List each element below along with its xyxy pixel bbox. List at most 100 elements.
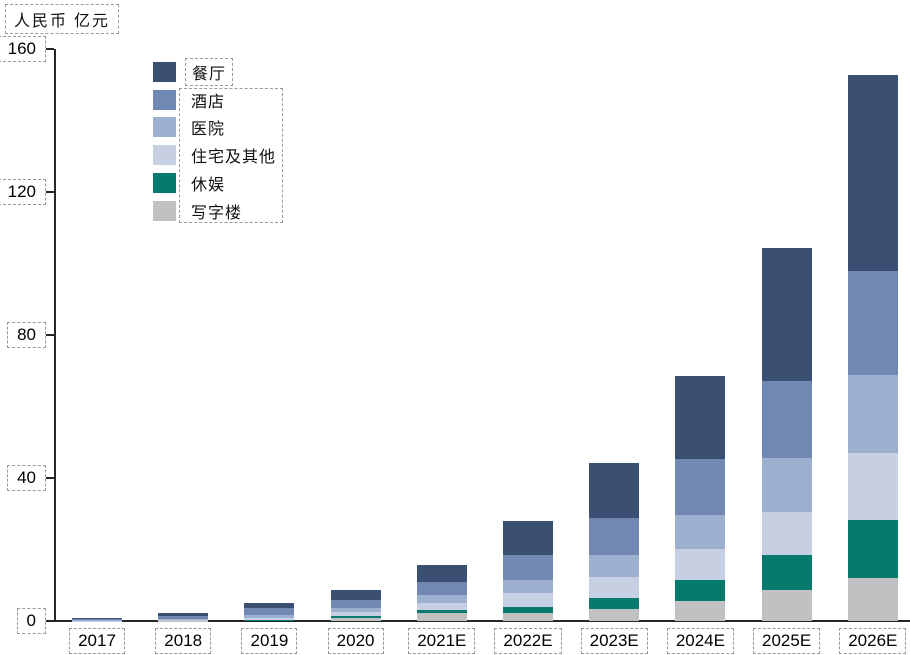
bar-2022E bbox=[503, 0, 553, 621]
bar-segment-住宅及其他 bbox=[503, 593, 553, 608]
bar-segment-医院 bbox=[416, 595, 467, 603]
legend-swatch bbox=[153, 172, 176, 193]
bar-2021E bbox=[416, 0, 467, 621]
bar-segment-休娱 bbox=[675, 580, 726, 601]
bar-segment-休娱 bbox=[589, 598, 640, 609]
legend-swatch bbox=[153, 117, 176, 138]
legend-label: 酒店 bbox=[191, 93, 226, 111]
x-axis-label-2026E: 2026E bbox=[839, 628, 907, 654]
y-axis-tick bbox=[46, 477, 54, 479]
bar-segment-酒店 bbox=[589, 518, 640, 556]
bar-2026E bbox=[847, 0, 898, 621]
bar-segment-写字楼 bbox=[330, 617, 381, 621]
bar-segment-医院 bbox=[761, 457, 812, 513]
bar-2024E bbox=[675, 0, 726, 621]
bar-segment-酒店 bbox=[416, 582, 467, 596]
bar-segment-写字楼 bbox=[589, 608, 640, 621]
legend-item-写字楼: 写字楼 bbox=[153, 200, 248, 222]
bar-segment-医院 bbox=[847, 375, 898, 453]
bar-2025E bbox=[761, 0, 812, 621]
bar-segment-餐厅 bbox=[244, 603, 295, 609]
bar-segment-住宅及其他 bbox=[158, 620, 209, 621]
x-axis-label-2021E: 2021E bbox=[408, 628, 476, 654]
bar-segment-休娱 bbox=[503, 607, 553, 614]
bar-segment-住宅及其他 bbox=[330, 612, 381, 616]
bar-segment-休娱 bbox=[847, 520, 898, 579]
bar-2017 bbox=[72, 0, 122, 622]
bar-segment-酒店 bbox=[244, 608, 295, 616]
y-axis-tick bbox=[46, 48, 54, 50]
legend-label: 餐厅 bbox=[185, 58, 234, 86]
x-axis-label-2023E: 2023E bbox=[580, 628, 648, 654]
bar-segment-写字楼 bbox=[675, 600, 726, 621]
bar-segment-住宅及其他 bbox=[416, 602, 467, 610]
legend-label: 医院 bbox=[191, 121, 226, 139]
bar-2023E bbox=[589, 0, 640, 621]
x-axis-label-2020: 2020 bbox=[327, 628, 384, 654]
y-axis-tick-label: 120 bbox=[0, 179, 46, 205]
bar-segment-餐厅 bbox=[158, 613, 209, 616]
bar-segment-餐厅 bbox=[503, 520, 553, 555]
bar-segment-酒店 bbox=[675, 459, 726, 515]
bar-segment-休娱 bbox=[416, 609, 467, 614]
bar-segment-餐厅 bbox=[330, 589, 381, 601]
legend-item-医院: 医院 bbox=[153, 116, 231, 138]
bar-segment-写字楼 bbox=[416, 613, 467, 621]
y-axis-tick bbox=[46, 620, 54, 622]
legend-swatch bbox=[153, 200, 176, 221]
bar-segment-住宅及其他 bbox=[761, 512, 812, 556]
legend-item-餐厅: 餐厅 bbox=[153, 58, 234, 86]
bar-2019 bbox=[244, 0, 295, 621]
bar-segment-写字楼 bbox=[761, 589, 812, 621]
x-axis-label-2024E: 2024E bbox=[666, 628, 734, 654]
legend-label: 休娱 bbox=[191, 176, 226, 194]
bar-segment-住宅及其他 bbox=[589, 577, 640, 599]
y-axis-tick bbox=[46, 191, 54, 193]
bar-segment-住宅及其他 bbox=[675, 548, 726, 581]
y-axis-tick-label: 160 bbox=[0, 36, 46, 62]
bar-segment-医院 bbox=[72, 620, 122, 621]
bar-segment-医院 bbox=[158, 619, 209, 621]
bar-segment-写字楼 bbox=[503, 613, 553, 621]
y-axis-tick-label: 80 bbox=[7, 322, 46, 348]
x-axis-label-2019: 2019 bbox=[241, 628, 298, 654]
legend-label: 写字楼 bbox=[191, 204, 243, 222]
bar-segment-酒店 bbox=[847, 270, 898, 376]
legend-item-酒店: 酒店 bbox=[153, 89, 231, 111]
bar-segment-住宅及其他 bbox=[72, 620, 122, 622]
bar-segment-餐厅 bbox=[72, 618, 122, 620]
legend-swatch bbox=[153, 62, 176, 82]
x-axis-label-2022E: 2022E bbox=[494, 628, 562, 654]
bar-segment-医院 bbox=[503, 579, 553, 594]
x-axis-label-2017: 2017 bbox=[69, 628, 125, 654]
bar-segment-医院 bbox=[675, 514, 726, 549]
bar-2018 bbox=[158, 0, 209, 622]
bar-segment-酒店 bbox=[330, 600, 381, 609]
bar-segment-医院 bbox=[244, 615, 295, 619]
bar-segment-餐厅 bbox=[589, 463, 640, 519]
bar-segment-医院 bbox=[589, 555, 640, 578]
y-axis-tick-label: 0 bbox=[16, 608, 46, 634]
bar-segment-住宅及其他 bbox=[847, 452, 898, 521]
x-axis-label-2025E: 2025E bbox=[753, 628, 821, 654]
bar-segment-休娱 bbox=[761, 555, 812, 590]
y-axis-line bbox=[54, 49, 56, 622]
bar-segment-餐厅 bbox=[416, 564, 467, 583]
legend-swatch bbox=[153, 145, 176, 166]
bar-segment-休娱 bbox=[330, 615, 381, 618]
bar-segment-酒店 bbox=[158, 615, 209, 620]
bar-2020 bbox=[330, 0, 381, 621]
legend-item-住宅及其他: 住宅及其他 bbox=[153, 144, 282, 166]
bar-segment-餐厅 bbox=[675, 375, 726, 460]
legend-item-休娱: 休娱 bbox=[153, 172, 231, 194]
legend-swatch bbox=[153, 89, 176, 110]
legend-label: 住宅及其他 bbox=[191, 149, 277, 167]
bar-segment-酒店 bbox=[72, 619, 122, 621]
bar-segment-医院 bbox=[330, 608, 381, 613]
bar-segment-休娱 bbox=[244, 619, 295, 621]
bar-segment-酒店 bbox=[503, 554, 553, 580]
x-axis-line bbox=[54, 620, 910, 622]
bar-segment-餐厅 bbox=[761, 248, 812, 381]
x-axis-label-2018: 2018 bbox=[155, 628, 212, 654]
